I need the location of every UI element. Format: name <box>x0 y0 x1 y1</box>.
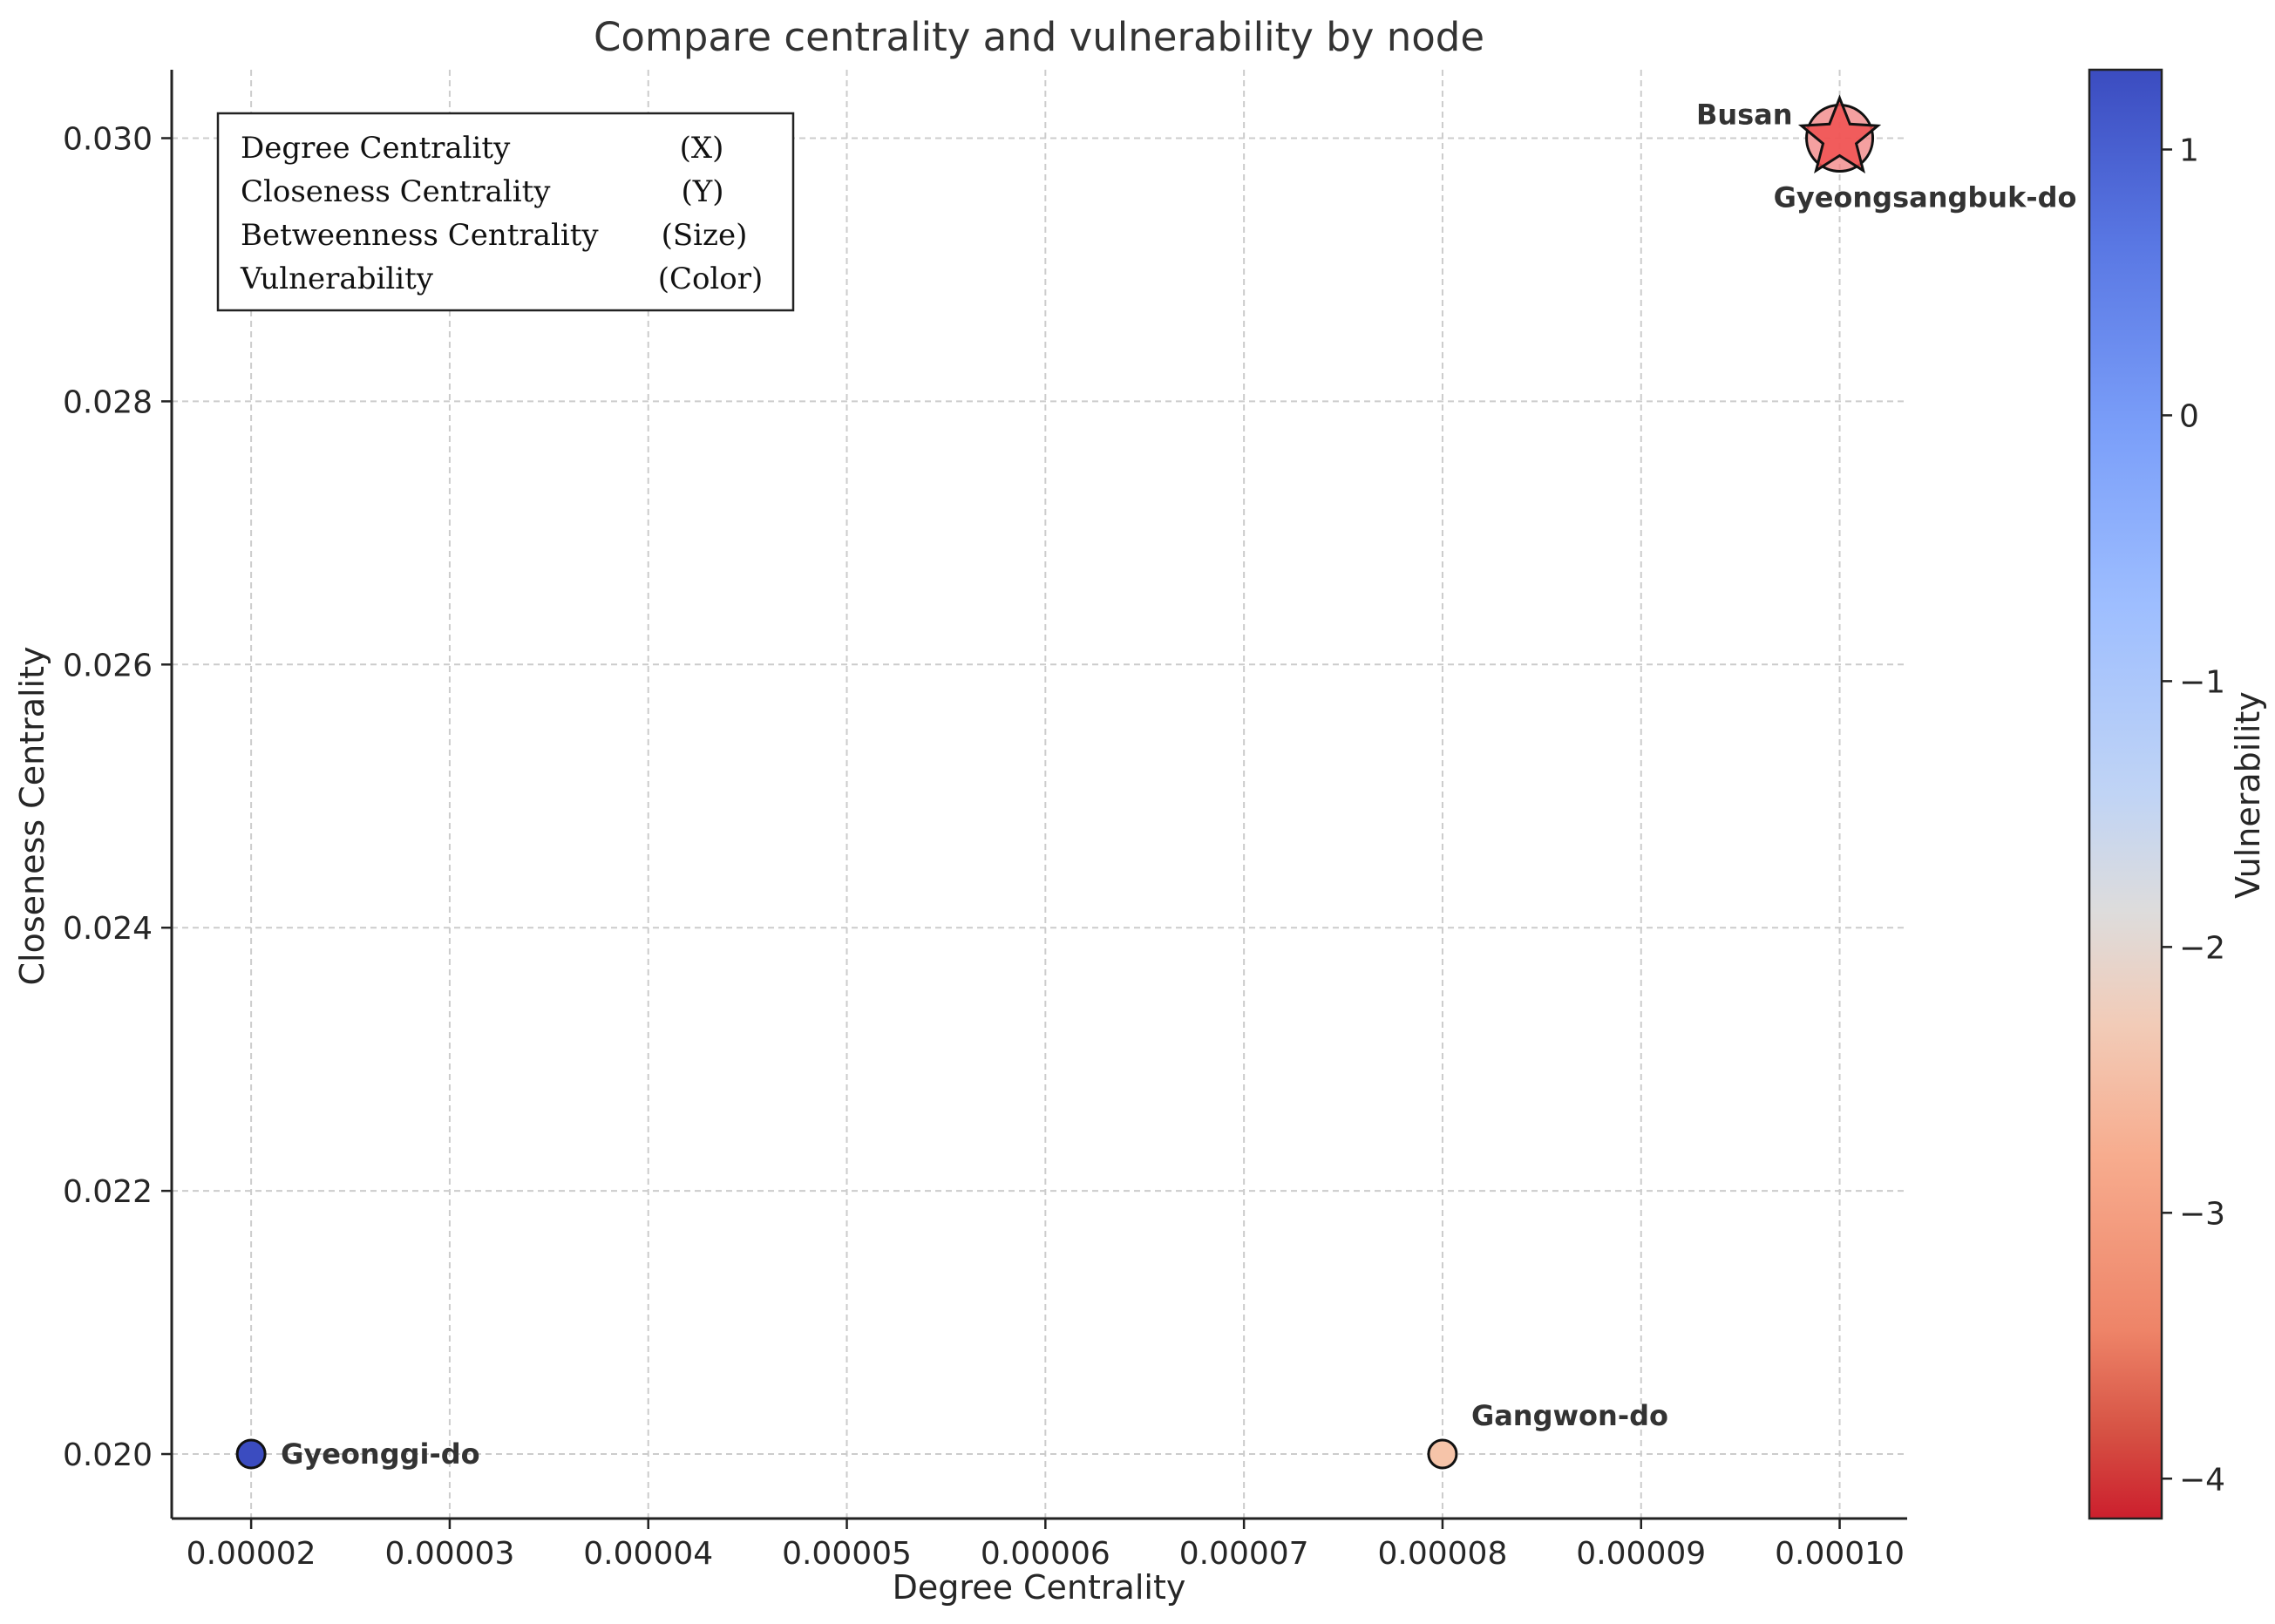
colorbar-tick-label: −1 <box>2179 664 2225 700</box>
x-tick-label: 0.00003 <box>384 1536 514 1572</box>
data-points <box>235 94 1882 1470</box>
colorbar-tick-label: −2 <box>2179 930 2225 966</box>
y-tick-label: 0.022 <box>63 1174 153 1210</box>
colorbar-tick-label: 1 <box>2179 133 2199 168</box>
colorbar-tick-label: 0 <box>2179 398 2199 434</box>
point-busan-star-marker <box>1797 94 1882 174</box>
y-tick-label: 0.020 <box>63 1437 153 1473</box>
x-axis-ticks: 0.00002 0.00003 0.00004 0.00005 0.00006 0.000… <box>187 1519 1905 1572</box>
colorbar-gradient <box>2088 68 2163 1520</box>
colorbar-tick-label: −3 <box>2179 1196 2225 1232</box>
colorbar: 1 0 −1 −2 −3 −4 Vulnerability <box>2088 68 2267 1520</box>
x-tick-label: 0.00009 <box>1576 1536 1706 1572</box>
x-axis-label: Degree Centrality <box>893 1568 1186 1607</box>
colorbar-ticks: 1 0 −1 −2 −3 −4 <box>2162 133 2225 1498</box>
legend-row-name: Vulnerability <box>240 262 434 296</box>
legend-box: Degree Centrality (X) Closeness Centrali… <box>216 112 795 312</box>
point-label-gangwon-do: Gangwon-do <box>1471 1399 1668 1432</box>
y-axis-ticks: 0.020 0.022 0.024 0.026 0.028 0.030 <box>63 121 172 1473</box>
x-tick-label: 0.00008 <box>1378 1536 1508 1572</box>
point-label-gyeongsangbuk-do: Gyeongsangbuk-do <box>1774 180 2077 214</box>
legend-row-name: Betweenness Centrality <box>241 218 599 253</box>
legend-row-name: Closeness Centrality <box>241 174 551 209</box>
axes <box>170 70 1907 1520</box>
legend-row-name: Degree Centrality <box>241 131 511 166</box>
x-tick-label: 0.00006 <box>981 1536 1110 1572</box>
y-tick-label: 0.028 <box>63 384 153 420</box>
legend-row-role: (Y) <box>682 174 724 209</box>
x-tick-label: 0.00005 <box>782 1536 912 1572</box>
x-tick-label: 0.00004 <box>583 1536 713 1572</box>
legend-frame <box>216 112 795 312</box>
y-tick-label: 0.030 <box>63 121 153 157</box>
x-tick-label: 0.00010 <box>1775 1536 1905 1572</box>
chart-title: Compare centrality and vulnerability by … <box>594 14 1484 60</box>
point-gangwon-do <box>1427 1438 1458 1470</box>
x-tick-label: 0.00002 <box>187 1536 316 1572</box>
legend-row-role: (X) <box>680 131 724 166</box>
point-gyeonggi-do <box>235 1438 267 1470</box>
x-tick-label: 0.00007 <box>1179 1536 1309 1572</box>
colorbar-tick-label: −4 <box>2179 1462 2225 1498</box>
y-axis-label: Closeness Centrality <box>13 647 51 986</box>
y-tick-label: 0.026 <box>63 648 153 683</box>
y-tick-label: 0.024 <box>63 911 153 947</box>
legend-row-role: (Size) <box>662 218 748 253</box>
point-label-gyeonggi-do: Gyeonggi-do <box>281 1437 480 1471</box>
legend-row-role: (Color) <box>658 262 764 296</box>
colorbar-label: Vulnerability <box>2229 691 2267 899</box>
point-label-busan: Busan <box>1696 98 1793 131</box>
data-point-labels: Gyeonggi-do Gangwon-do Gyeongsangbuk-do Bus… <box>281 98 2076 1471</box>
